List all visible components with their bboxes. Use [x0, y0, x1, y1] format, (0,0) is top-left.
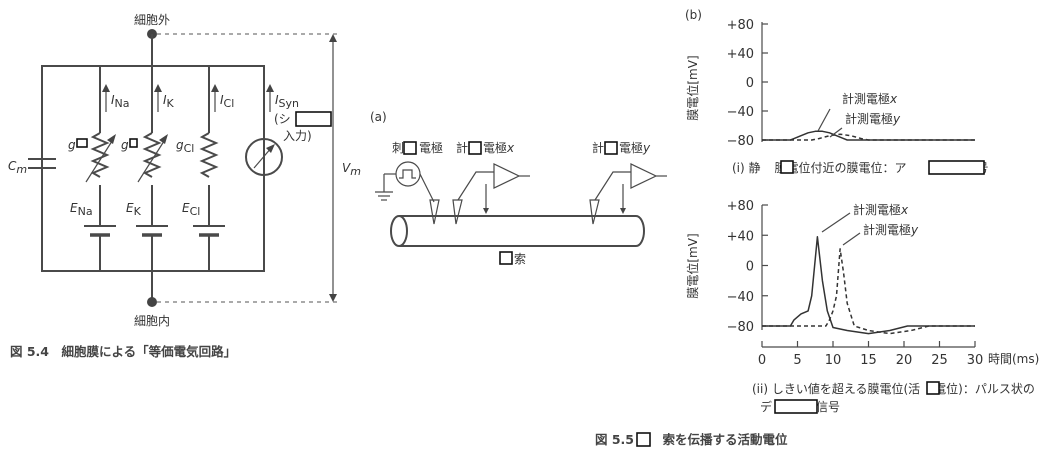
blank-box	[780, 160, 794, 174]
inside-cell-label: 細胞内	[134, 314, 170, 328]
cm-label: Cm	[8, 159, 27, 176]
stimulator-icon	[395, 161, 421, 187]
g-cl-label: gCl	[176, 138, 194, 155]
plot-i-ytick-label: +80	[727, 18, 754, 33]
na-resistor	[90, 132, 110, 178]
probe-x-electrode	[452, 199, 463, 225]
plot-ii-series-electrode-x	[762, 236, 975, 335]
potential-plots: (b) 膜電位[mV] +80 +40 0 −40 −80 計測電極x 計測電極y (i…	[595, 8, 1039, 447]
blank-box	[403, 141, 417, 155]
plot-i-ytick-label: 0	[746, 76, 754, 91]
stim-electrode-label: 刺電極	[392, 140, 443, 155]
k-branch: IK g EK	[121, 66, 175, 271]
k-resistor	[142, 132, 162, 178]
plot-ii-xtick-label: 10	[825, 353, 842, 368]
plot-i: 膜電位[mV] +80+400−40−80 計測電極x 計測電極y (i) 静膜…	[685, 18, 989, 175]
axon-label: 索	[514, 252, 526, 266]
e-cl-label: ECl	[182, 201, 200, 218]
plot-ii-xtick-label: 0	[758, 353, 766, 368]
blank-box	[295, 111, 332, 127]
plot-ii-ytick-label: −80	[727, 320, 754, 335]
equivalent-circuit: 細胞外 細胞内 Vm Cm INa g	[8, 13, 361, 359]
syn-branch: ISyn (シ 入力)	[245, 66, 332, 271]
plot-ii-ytick-label: −40	[727, 290, 754, 305]
blank-box	[774, 399, 818, 414]
plot-ii-caption-line1: (ii) しきい値を超える膜電位(活 電位)：パルス状の	[752, 381, 1035, 396]
blank-box	[76, 138, 88, 148]
probe-y-label: 計電極y	[592, 140, 651, 155]
plot-ii-xtick-label: 20	[896, 353, 913, 368]
fig55-caption: 図 5.5 索を伝播する活動電位	[595, 432, 788, 447]
syn-note: (シ	[274, 112, 291, 126]
blank-box	[928, 160, 985, 175]
plot-ii-xtick-label: 30	[967, 353, 984, 368]
vm-label: Vm	[342, 161, 361, 178]
plot-ii-legend-x: 計測電極x	[853, 202, 909, 217]
probe-x-label: 計電極x	[456, 140, 515, 155]
i-cl-label: ICl	[220, 93, 234, 110]
amplifier-x	[493, 163, 521, 189]
cl-resistor	[199, 132, 219, 178]
plot-i-ytick-label: −40	[727, 105, 754, 120]
g-k-label: g	[121, 138, 129, 152]
outside-cell-label: 細胞外	[134, 13, 170, 27]
blank-box	[468, 141, 482, 155]
plot-ii: 膜電位[mV] +80 +40 0 −40 −80 0 5 10 15 20 25 30 時間(ms…	[685, 199, 1039, 414]
g-na-label: g	[68, 138, 76, 152]
blank-box	[499, 251, 513, 265]
plot-ii-series-electrode-y	[762, 248, 975, 335]
plot-ii-caption-line2: デ信号	[760, 399, 840, 414]
probe-y-electrode	[589, 199, 600, 225]
cl-branch: ICl gCl ECl	[176, 66, 234, 271]
axon-schematic: (a) 刺電極 計電極x 計電極y	[370, 110, 667, 266]
blank-box	[604, 141, 618, 155]
i-k-label: IK	[163, 93, 175, 110]
i-syn-label: ISyn	[275, 93, 299, 110]
plot-i-series-electrode-x	[762, 130, 975, 141]
amplifier-y	[630, 163, 658, 189]
syn-input-label: 入力)	[283, 129, 312, 143]
panel-a-label: (a)	[370, 110, 387, 124]
plot-i-legend-x: 計測電極x	[842, 91, 898, 106]
plot-ii-xtick-label: 25	[931, 353, 948, 368]
plot-ii-ylabel: 膜電位[mV]	[685, 233, 700, 298]
fig54-caption: 図 5.4 細胞膜による「等価電気回路」	[10, 344, 236, 359]
plot-ii-xlabel: 時間(ms)	[988, 352, 1039, 366]
plot-i-series-electrode-y	[762, 133, 975, 141]
plot-ii-ytick-label: +40	[727, 229, 754, 244]
e-k-label: EK	[126, 201, 142, 218]
i-na-label: INa	[111, 93, 130, 110]
e-na-label: ENa	[70, 201, 93, 218]
blank-box	[926, 381, 940, 395]
plot-ii-xtick-label: 15	[860, 353, 877, 368]
axon	[399, 215, 636, 247]
na-branch: INa g ENa	[68, 66, 130, 271]
plot-i-ytick-label: +40	[727, 47, 754, 62]
plot-ii-ytick-label: +80	[727, 199, 754, 214]
plot-i-ylabel: 膜電位[mV]	[685, 55, 700, 120]
blank-box	[129, 138, 138, 148]
plot-i-legend-y: 計測電極y	[845, 111, 901, 126]
plot-ii-ytick-label: 0	[746, 260, 754, 275]
stim-electrode	[429, 199, 440, 225]
plot-i-ytick-label: −80	[727, 134, 754, 149]
plot-ii-legend-y: 計測電極y	[863, 222, 919, 237]
inside-node	[147, 297, 157, 307]
panel-b-label: (b)	[685, 8, 702, 22]
plot-ii-xtick-label: 5	[793, 353, 801, 368]
blank-box	[636, 432, 651, 447]
